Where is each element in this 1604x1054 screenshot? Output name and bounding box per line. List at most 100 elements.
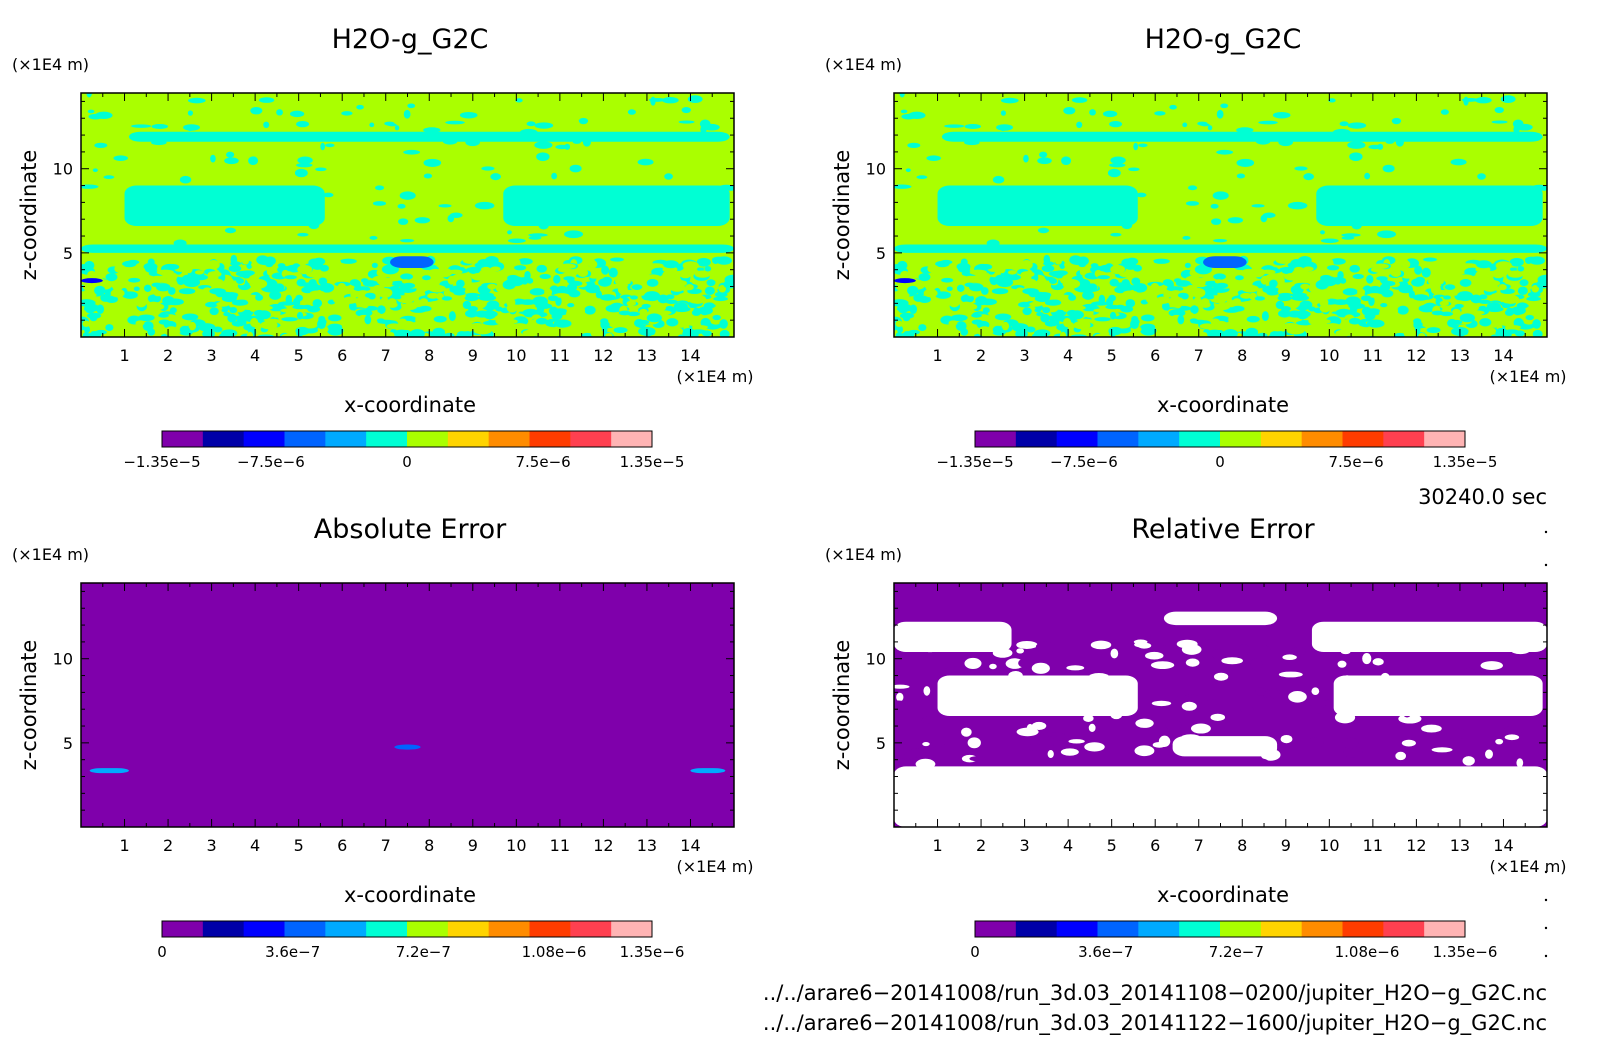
speckle	[1109, 162, 1126, 168]
speckle	[1337, 660, 1347, 668]
speckle	[122, 291, 138, 299]
speckle	[657, 329, 666, 337]
speckle	[1185, 201, 1200, 206]
speckle	[944, 124, 965, 128]
speckle	[422, 275, 431, 281]
speckle	[353, 286, 371, 292]
speckle	[1455, 327, 1467, 337]
speckle	[627, 109, 636, 115]
speckle	[1211, 218, 1222, 225]
speckle	[226, 292, 238, 302]
speckle	[1319, 298, 1329, 307]
speckle	[1361, 306, 1372, 316]
speckle	[1527, 291, 1541, 298]
speckle	[1475, 97, 1492, 104]
speckle	[626, 266, 635, 277]
speckle	[642, 327, 654, 337]
speckle	[1182, 235, 1191, 240]
speckle	[1320, 238, 1339, 244]
speckle	[712, 314, 721, 321]
colorbar-segment	[1097, 431, 1139, 447]
speckle	[1134, 745, 1155, 757]
speckle	[495, 282, 505, 293]
speckle	[231, 299, 249, 306]
speckle	[248, 302, 257, 312]
speckle	[207, 260, 220, 270]
speckle	[371, 262, 378, 268]
speckle	[547, 295, 559, 302]
speckle	[94, 329, 107, 335]
speckle	[1089, 109, 1096, 116]
speckle	[1109, 311, 1117, 320]
colorbar-tick-label: 0	[1215, 453, 1225, 471]
speckle	[1500, 95, 1516, 103]
speckle	[216, 301, 230, 307]
x-tick-label: 10	[506, 836, 526, 855]
speckle	[1498, 284, 1507, 291]
speckle	[507, 230, 512, 235]
speckle	[1227, 217, 1244, 224]
speckle	[713, 296, 728, 302]
speckle	[515, 98, 523, 103]
colorbar-segment	[202, 431, 245, 447]
speckle	[1214, 279, 1224, 284]
speckle	[419, 280, 428, 286]
speckle	[168, 287, 176, 295]
speckle	[907, 329, 920, 335]
speckle	[1261, 311, 1269, 322]
speckle	[400, 273, 413, 280]
speckle	[179, 325, 190, 334]
speckle	[380, 296, 389, 307]
speckle	[1519, 279, 1529, 287]
feature-lower-band	[894, 244, 1547, 253]
x-tick-label: 4	[250, 346, 260, 365]
speckle	[960, 294, 975, 303]
speckle	[1200, 332, 1208, 337]
speckle	[1132, 307, 1144, 312]
speckle	[376, 318, 385, 323]
speckle	[1440, 311, 1453, 317]
speckle	[1216, 149, 1234, 155]
x-tick-label: 3	[207, 346, 217, 365]
speckle	[1155, 317, 1173, 328]
speckle	[564, 143, 571, 150]
speckle	[1479, 318, 1492, 327]
speckle	[1293, 266, 1304, 272]
x-tick-label: 1	[119, 346, 129, 365]
x-tick-label: 5	[1107, 836, 1117, 855]
speckle	[956, 284, 965, 292]
speckle	[454, 317, 465, 326]
speckle	[1372, 658, 1384, 666]
speckle	[1190, 305, 1199, 314]
speckle	[372, 201, 387, 206]
speckle	[188, 321, 197, 331]
speckle	[234, 315, 253, 321]
speckle	[224, 157, 239, 165]
feature-mid-band-right	[1316, 185, 1543, 226]
speckle	[230, 261, 242, 266]
speckle	[648, 263, 664, 268]
speckle	[1444, 284, 1456, 291]
speckle	[1283, 272, 1302, 281]
speckle	[553, 293, 570, 298]
speckle	[1482, 282, 1498, 292]
speckle	[355, 309, 373, 317]
speckle	[1401, 739, 1416, 747]
speckle	[1352, 328, 1369, 337]
speckle	[1418, 333, 1426, 337]
x-tick-label: 5	[294, 836, 304, 855]
speckle	[295, 294, 303, 302]
speckle	[610, 257, 624, 262]
speckle	[1121, 261, 1134, 267]
speckle	[342, 317, 360, 328]
margin-dot	[1544, 954, 1548, 958]
speckle	[1366, 274, 1374, 284]
x-tick-label: 2	[163, 346, 173, 365]
speckle	[1470, 294, 1482, 304]
speckle	[300, 322, 318, 329]
speckle	[397, 203, 406, 209]
speckle	[321, 297, 329, 304]
speckle	[1382, 164, 1395, 173]
speckle	[1459, 279, 1472, 287]
speckle	[1505, 325, 1522, 330]
